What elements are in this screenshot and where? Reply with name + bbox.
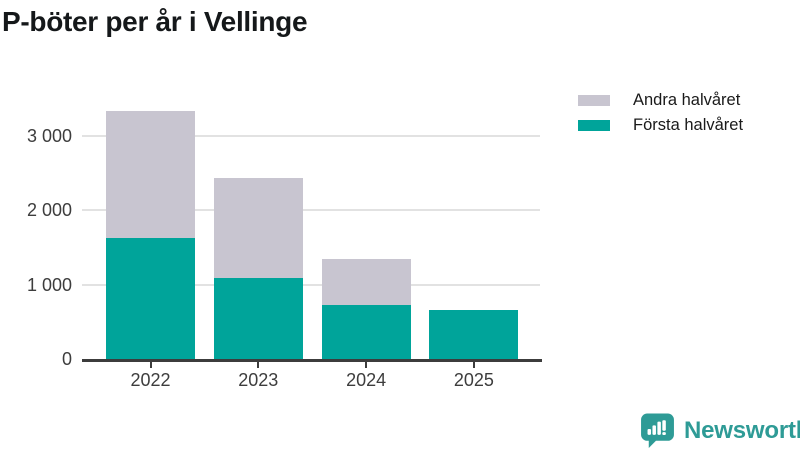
- x-axis-tick: [257, 361, 260, 368]
- plot-area: 2022 2023 2024 2025: [82, 85, 542, 390]
- x-axis-label: 2022: [130, 370, 171, 390]
- bar-andra-halv-ret-2022: [106, 110, 195, 238]
- legend-item-andra-halvaret: Andra halvåret: [578, 88, 743, 113]
- bar-f-rsta-halv-ret-2022: [106, 237, 195, 359]
- legend-swatch-andra-icon: [578, 95, 610, 106]
- x-axis-tick: [472, 361, 475, 368]
- x-axis-label: 2025: [453, 370, 494, 390]
- bar-f-rsta-halv-ret-2025: [429, 309, 519, 359]
- legend-item-forsta-halvaret: Första halvåret: [578, 113, 743, 138]
- legend-label: Första halvåret: [633, 116, 744, 134]
- gridline-2000: [82, 209, 540, 212]
- x-axis-label: 2024: [346, 370, 387, 390]
- bar-f-rsta-halv-ret-2024: [321, 305, 411, 359]
- legend-swatch-forsta-icon: [578, 120, 610, 131]
- x-axis-tick: [149, 361, 152, 368]
- y-axis-label: 2 000: [26, 200, 72, 221]
- chart-title: P-böter per år i Vellinge: [2, 6, 308, 37]
- newsworthy-logo: Newsworthy: [639, 412, 800, 449]
- bar-andra-halv-ret-2023: [213, 177, 303, 278]
- legend: Andra halvåret Första halvåret: [578, 88, 743, 138]
- bar-andra-halv-ret-2024: [321, 258, 411, 306]
- x-axis-label: 2023: [238, 370, 279, 390]
- legend-label: Andra halvåret: [633, 91, 741, 109]
- x-axis-line: [82, 359, 542, 362]
- bar-f-rsta-halv-ret-2023: [213, 277, 303, 359]
- y-axis-label: 0: [61, 349, 72, 369]
- newsworthy-logo-text: Newsworthy: [684, 416, 800, 444]
- bar-chart-speech-bubble-icon: [641, 413, 674, 448]
- x-axis-tick: [365, 361, 368, 368]
- gridline-1000: [82, 283, 540, 286]
- y-axis-label: 3 000: [26, 125, 72, 146]
- gridline-3000: [82, 134, 540, 137]
- y-axis-label: 1 000: [26, 274, 72, 295]
